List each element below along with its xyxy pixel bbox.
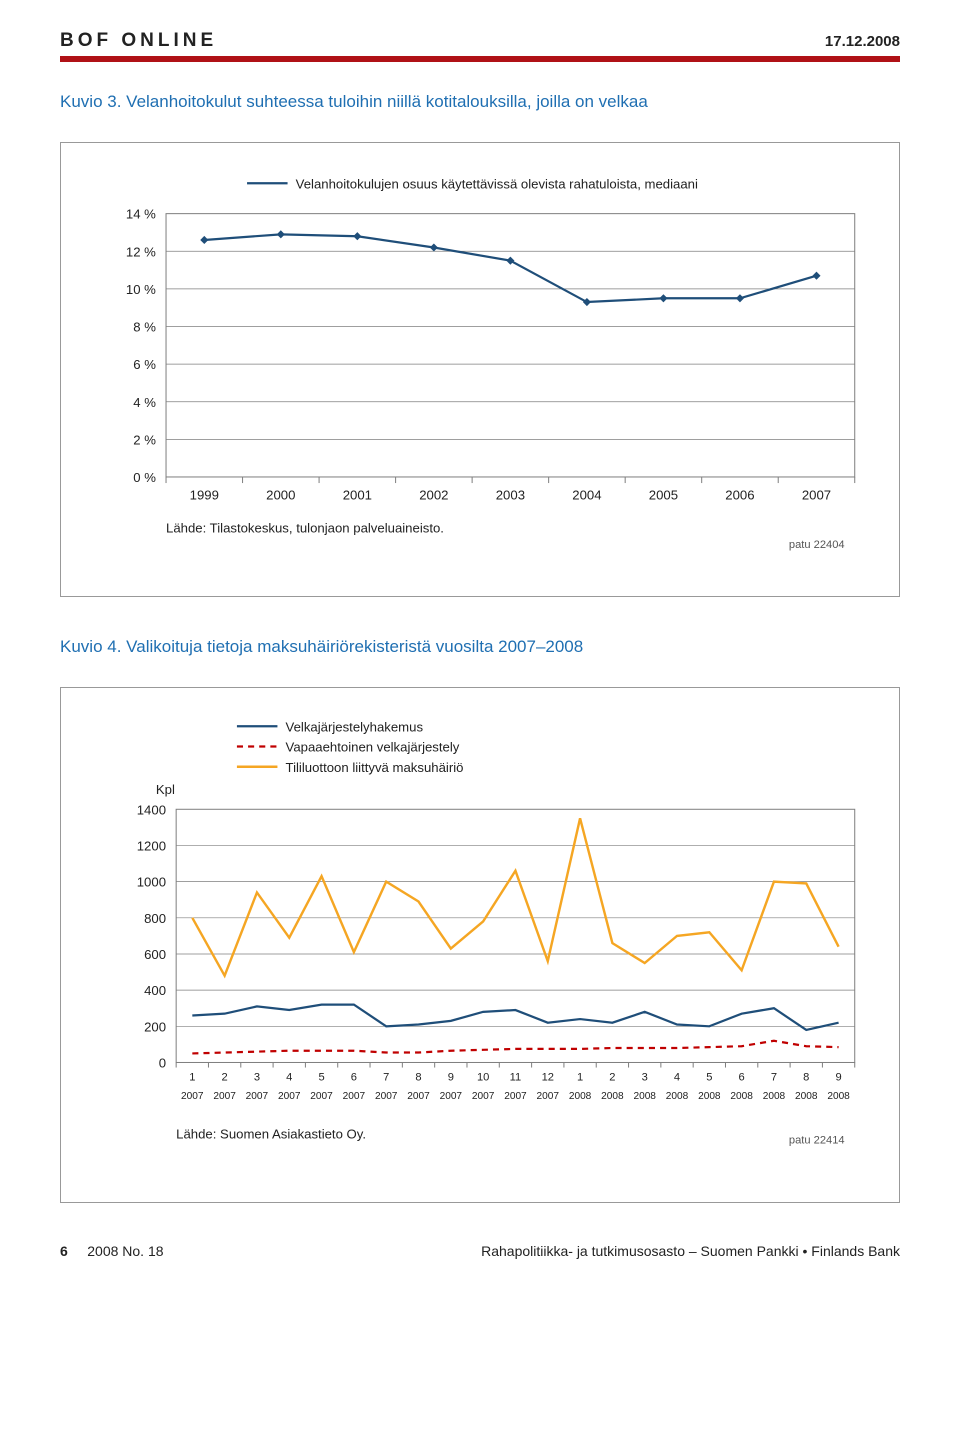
kuvio4-title: Kuvio 4. Valikoituja tietoja maksuhäiriö… [60, 637, 900, 657]
svg-text:2007: 2007 [440, 1091, 463, 1102]
svg-text:2008: 2008 [763, 1091, 786, 1102]
header-date: 17.12.2008 [825, 33, 900, 50]
svg-text:2006: 2006 [725, 487, 754, 502]
kuvio3-chart: Velanhoitokulujen osuus käytettävissä ol… [85, 163, 875, 568]
svg-text:Velanhoitokulujen osuus käytet: Velanhoitokulujen osuus käytettävissä ol… [296, 176, 698, 191]
svg-text:2007: 2007 [213, 1091, 236, 1102]
svg-text:1000: 1000 [137, 875, 166, 890]
svg-text:14 %: 14 % [126, 207, 156, 222]
kuvio4-figure: Velkajärjestelyhakemus Vapaaehtoinen velk… [60, 687, 900, 1203]
svg-text:6: 6 [739, 1072, 745, 1084]
svg-text:2002: 2002 [419, 487, 448, 502]
kuvio4-title-text: Valikoituja tietoja maksuhäiriörekisteri… [126, 637, 583, 656]
svg-text:8: 8 [803, 1072, 809, 1084]
svg-text:8: 8 [415, 1072, 421, 1084]
svg-text:Velkajärjestelyhakemus: Velkajärjestelyhakemus [286, 719, 424, 734]
svg-text:2 %: 2 % [133, 432, 156, 447]
page-footer: 6 2008 No. 18 Rahapolitiikka- ja tutkimu… [60, 1243, 900, 1259]
svg-text:patu 22414: patu 22414 [789, 1135, 845, 1147]
svg-text:2008: 2008 [730, 1091, 753, 1102]
footer-page-number: 6 [60, 1243, 68, 1259]
svg-text:10: 10 [477, 1072, 489, 1084]
svg-text:8 %: 8 % [133, 320, 156, 335]
svg-text:2008: 2008 [827, 1091, 850, 1102]
kuvio3-figure: Velanhoitokulujen osuus käytettävissä ol… [60, 142, 900, 597]
svg-text:2005: 2005 [649, 487, 678, 502]
kuvio3-label: Kuvio 3. [60, 92, 121, 111]
svg-text:2007: 2007 [375, 1091, 398, 1102]
svg-text:600: 600 [144, 947, 166, 962]
svg-text:2007: 2007 [802, 487, 831, 502]
svg-text:7: 7 [383, 1072, 389, 1084]
svg-text:Lähde: Suomen Asiakastieto Oy.: Lähde: Suomen Asiakastieto Oy. [176, 1127, 366, 1142]
header-title: BOF ONLINE [60, 30, 217, 52]
svg-text:2007: 2007 [181, 1091, 204, 1102]
svg-text:2008: 2008 [795, 1091, 818, 1102]
svg-text:2008: 2008 [633, 1091, 656, 1102]
svg-text:4 %: 4 % [133, 395, 156, 410]
svg-text:2007: 2007 [407, 1091, 430, 1102]
svg-text:1200: 1200 [137, 839, 166, 854]
svg-text:2008: 2008 [698, 1091, 721, 1102]
svg-text:800: 800 [144, 911, 166, 926]
svg-text:Lähde: Tilastokeskus, tulonjao: Lähde: Tilastokeskus, tulonjaon palvelua… [166, 521, 444, 536]
svg-text:9: 9 [835, 1072, 841, 1084]
svg-text:10 %: 10 % [126, 282, 156, 297]
kuvio4-label: Kuvio 4. [60, 637, 121, 656]
svg-text:200: 200 [144, 1019, 166, 1034]
svg-text:3: 3 [642, 1072, 648, 1084]
page-container: BOF ONLINE 17.12.2008 Kuvio 3. Velanhoit… [0, 0, 960, 1279]
svg-text:9: 9 [448, 1072, 454, 1084]
svg-text:2007: 2007 [310, 1091, 333, 1102]
svg-text:2007: 2007 [278, 1091, 301, 1102]
svg-text:400: 400 [144, 983, 166, 998]
kuvio3-title-text: Velanhoitokulut suhteessa tuloihin niill… [126, 92, 648, 111]
svg-text:2007: 2007 [504, 1091, 527, 1102]
svg-text:1: 1 [577, 1072, 583, 1084]
svg-text:7: 7 [771, 1072, 777, 1084]
svg-text:2: 2 [609, 1072, 615, 1084]
kuvio4-chart: Velkajärjestelyhakemus Vapaaehtoinen velk… [85, 708, 875, 1174]
svg-text:12 %: 12 % [126, 244, 156, 259]
svg-text:Tililuottoon liittyvä maksuhäi: Tililuottoon liittyvä maksuhäiriö [286, 760, 464, 775]
kuvio3-title: Kuvio 3. Velanhoitokulut suhteessa tuloi… [60, 92, 900, 112]
svg-text:0 %: 0 % [133, 470, 156, 485]
page-header: BOF ONLINE 17.12.2008 [60, 30, 900, 52]
svg-text:Kpl: Kpl [156, 782, 175, 797]
svg-text:2003: 2003 [496, 487, 525, 502]
footer-left: 6 2008 No. 18 [60, 1243, 164, 1259]
svg-text:Vapaaehtoinen velkajärjestely: Vapaaehtoinen velkajärjestely [286, 740, 460, 755]
svg-text:2007: 2007 [246, 1091, 269, 1102]
svg-text:2007: 2007 [472, 1091, 495, 1102]
svg-text:4: 4 [674, 1072, 680, 1084]
svg-text:3: 3 [254, 1072, 260, 1084]
svg-text:2001: 2001 [343, 487, 372, 502]
svg-text:4: 4 [286, 1072, 292, 1084]
header-rule [60, 56, 900, 62]
svg-text:2004: 2004 [572, 487, 601, 502]
svg-text:2008: 2008 [601, 1091, 624, 1102]
footer-right: Rahapolitiikka- ja tutkimusosasto – Suom… [481, 1243, 900, 1259]
svg-text:11: 11 [510, 1072, 522, 1084]
svg-text:5: 5 [318, 1072, 324, 1084]
svg-text:6: 6 [351, 1072, 357, 1084]
svg-text:2007: 2007 [343, 1091, 366, 1102]
svg-text:2008: 2008 [569, 1091, 592, 1102]
svg-text:patu 22404: patu 22404 [789, 539, 845, 551]
svg-text:1400: 1400 [137, 802, 166, 817]
svg-text:12: 12 [542, 1072, 554, 1084]
svg-text:0: 0 [159, 1056, 166, 1071]
svg-text:5: 5 [706, 1072, 712, 1084]
svg-text:1999: 1999 [190, 487, 219, 502]
svg-text:2: 2 [222, 1072, 228, 1084]
svg-text:1: 1 [189, 1072, 195, 1084]
svg-text:2007: 2007 [537, 1091, 560, 1102]
svg-text:2008: 2008 [666, 1091, 689, 1102]
footer-issue: 2008 No. 18 [87, 1243, 163, 1259]
svg-text:6 %: 6 % [133, 357, 156, 372]
svg-text:2000: 2000 [266, 487, 295, 502]
